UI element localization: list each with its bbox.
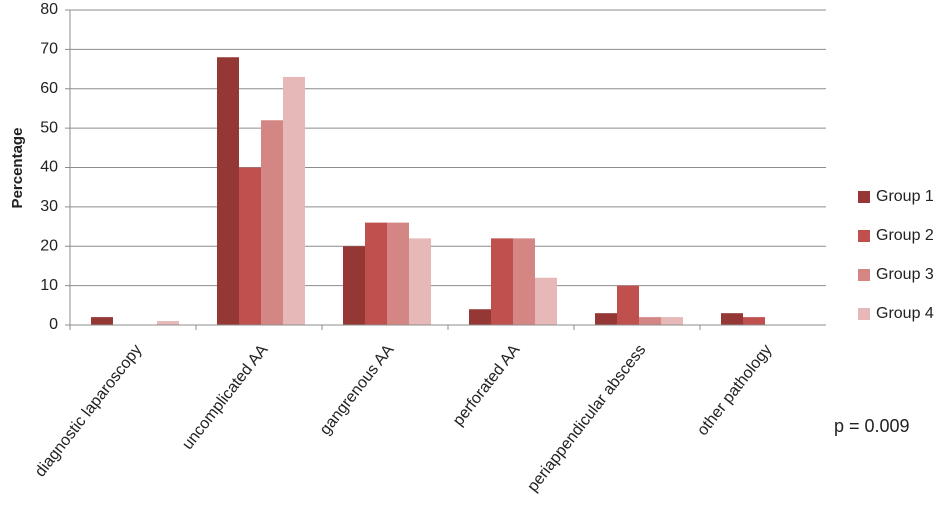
x-tick-label: diagnostic laparoscopy (32, 342, 146, 481)
bar (595, 313, 617, 325)
x-tick-label: periappendicular abscess (524, 342, 649, 495)
bar (639, 317, 661, 325)
bar (661, 317, 683, 325)
x-tick-label: uncomplicated AA (179, 341, 271, 453)
annotation: p = 0.009 (834, 416, 910, 436)
bar (535, 277, 557, 325)
x-tick-label: gangrenous AA (317, 341, 398, 438)
bar (217, 57, 239, 325)
y-tick-label: 30 (40, 198, 58, 215)
bar (387, 222, 409, 325)
y-tick-label: 40 (40, 159, 58, 176)
bar (617, 285, 639, 325)
bar (91, 317, 113, 325)
y-axis-label: Percentage (9, 128, 26, 209)
bar (261, 120, 283, 325)
legend-swatch (858, 308, 870, 320)
y-tick-label: 10 (40, 277, 58, 294)
legend-label: Group 3 (876, 266, 934, 283)
bar (409, 238, 431, 325)
legend-label: Group 4 (876, 305, 934, 322)
bar (239, 167, 261, 325)
bar (283, 76, 305, 325)
bar (513, 238, 535, 325)
legend-swatch (858, 269, 870, 281)
legend-label: Group 1 (876, 188, 934, 205)
bar (721, 313, 743, 325)
x-tick-label: perforated AA (450, 341, 524, 429)
bar (365, 222, 387, 325)
y-tick-label: 70 (40, 41, 58, 58)
y-tick-label: 0 (49, 316, 58, 333)
bar (157, 321, 179, 325)
y-tick-label: 50 (40, 119, 58, 136)
legend-label: Group 2 (876, 227, 934, 244)
legend-swatch (858, 230, 870, 242)
bar (743, 317, 765, 325)
y-tick-label: 80 (40, 1, 58, 18)
y-tick-label: 20 (40, 237, 58, 254)
bar (469, 309, 491, 325)
x-tick-label: other pathology (694, 342, 775, 439)
bar (491, 238, 513, 325)
bar (343, 246, 365, 325)
legend-swatch (858, 191, 870, 203)
y-tick-label: 60 (40, 80, 58, 97)
